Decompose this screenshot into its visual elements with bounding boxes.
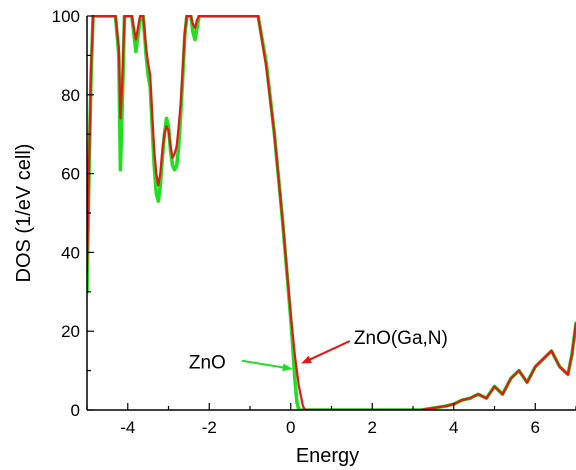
y-tick-label: 80 [61, 86, 80, 105]
annotation-arrow-zno [241, 359, 293, 372]
y-tick-label: 0 [71, 401, 80, 420]
x-tick-label: 0 [286, 418, 295, 437]
x-tick-label: 6 [531, 418, 540, 437]
series-group [87, 15, 576, 410]
x-tick-label: 2 [368, 418, 377, 437]
series-line-zno-ga-n [87, 15, 576, 410]
y-tick-label: 20 [61, 322, 80, 341]
x-axis-title: Energy [296, 445, 359, 467]
y-axis-title: DOS (1/eV cell) [13, 144, 35, 283]
x-tick-label: -2 [202, 418, 217, 437]
annotation-label-zno-ga-n: ZnO(Ga,N) [354, 328, 448, 349]
x-tick-label: 4 [449, 418, 458, 437]
series-line-zno [87, 15, 576, 410]
annotation-label-zno: ZnO [189, 353, 226, 374]
x-tick-label: -4 [120, 418, 135, 437]
y-tick-label: 40 [61, 243, 80, 262]
annotation-arrow-zno-ga-n [301, 340, 351, 364]
y-tick-label: 60 [61, 165, 80, 184]
y-tick-label: 100 [52, 7, 80, 26]
